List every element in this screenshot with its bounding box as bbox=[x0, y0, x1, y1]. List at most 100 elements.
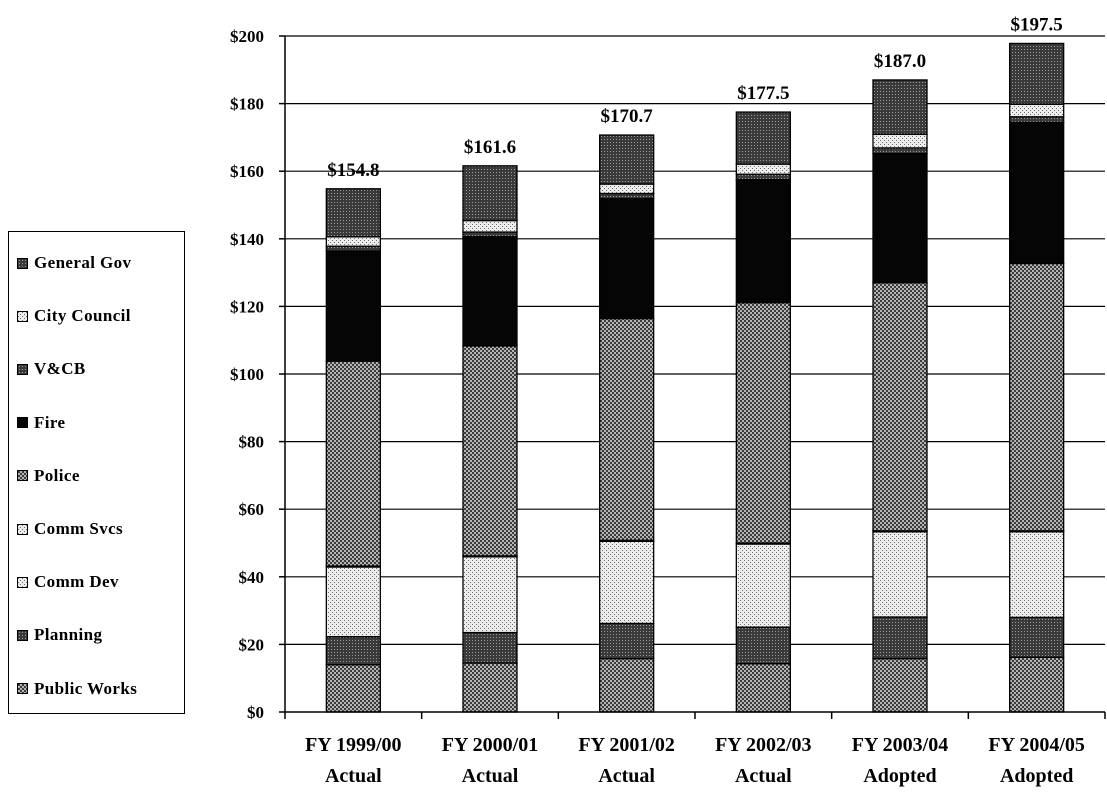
x-category-label: Adopted bbox=[863, 765, 936, 787]
bar-total-label: $161.6 bbox=[464, 137, 516, 158]
legend-label: Planning bbox=[34, 625, 103, 645]
chart-legend: General Gov City Council V&CB Fire Police Com… bbox=[8, 231, 185, 714]
bar-segment-police bbox=[462, 345, 518, 557]
y-tick-label: $160 bbox=[230, 162, 264, 181]
y-tick-label: $100 bbox=[230, 365, 264, 384]
x-category-label: Adopted bbox=[1000, 765, 1073, 787]
bar-segment-planning bbox=[462, 631, 518, 664]
bar-segment-comm-dev bbox=[1009, 531, 1065, 619]
bar-segment-fire bbox=[599, 197, 655, 320]
bar-segment-comm-dev bbox=[735, 543, 791, 628]
x-category-label: FY 2001/02 bbox=[578, 734, 674, 756]
x-category-label: Actual bbox=[325, 765, 382, 787]
bar-segment-city-council bbox=[1009, 103, 1065, 118]
bar-segment-public-works bbox=[325, 664, 381, 713]
gridlines bbox=[285, 35, 1105, 646]
legend-item: V&CB bbox=[17, 359, 86, 379]
y-tick-label: $40 bbox=[239, 568, 265, 587]
legend-swatch bbox=[17, 363, 28, 375]
legend-label: Comm Svcs bbox=[34, 519, 124, 538]
x-category-label: Actual bbox=[735, 765, 792, 787]
legend-label: Fire bbox=[34, 412, 66, 432]
bar-segment-city-council bbox=[599, 183, 655, 195]
bar-segment-general-gov bbox=[462, 165, 518, 222]
bar-segment-fire bbox=[462, 236, 518, 347]
bar-segment-general-gov bbox=[325, 188, 381, 238]
legend-item: Fire bbox=[17, 413, 66, 433]
bar-segment-v-cb bbox=[1009, 116, 1065, 124]
y-tick-label: $80 bbox=[239, 433, 265, 452]
bar-segment-public-works bbox=[1009, 656, 1065, 713]
legend-swatch bbox=[17, 683, 28, 695]
legend-item: Planning bbox=[17, 625, 102, 645]
bar-segment-planning bbox=[1009, 616, 1065, 658]
bar-total-label: $154.8 bbox=[327, 160, 379, 181]
bar-segment-comm-dev bbox=[462, 556, 518, 634]
bar-total-label: $170.7 bbox=[601, 106, 654, 127]
bar-segment-planning bbox=[599, 622, 655, 660]
y-tick-label: $120 bbox=[230, 297, 264, 316]
bar-segment-public-works bbox=[872, 657, 928, 713]
bar-segment-comm-dev bbox=[599, 540, 655, 625]
bar-total-label: $187.0 bbox=[874, 51, 926, 72]
bar-segment-city-council bbox=[872, 133, 928, 149]
x-category-label: FY 2002/03 bbox=[715, 734, 811, 756]
legend-swatch bbox=[17, 523, 28, 535]
bar-segment-police bbox=[325, 360, 381, 567]
legend-swatch bbox=[17, 310, 28, 322]
bar-segment-public-works bbox=[735, 663, 791, 713]
legend-swatch bbox=[17, 629, 28, 641]
bar-segment-police bbox=[735, 302, 791, 544]
legend-label: Police bbox=[34, 465, 80, 485]
legend-item: Comm Svcs bbox=[17, 519, 123, 539]
bar-segment-general-gov bbox=[735, 111, 791, 165]
bar-segment-police bbox=[599, 317, 655, 541]
bar-segment-fire bbox=[1009, 121, 1065, 265]
legend-swatch bbox=[17, 470, 28, 482]
legend-swatch bbox=[17, 417, 28, 429]
axis-labels: $0 $20 $40 $60 $80 $100 $120 $140 $160 $180 $200 $1… bbox=[230, 14, 1085, 787]
legend-item: General Gov bbox=[17, 253, 131, 273]
legend-label: V&CB bbox=[34, 359, 86, 379]
bar-segment-fire bbox=[325, 250, 381, 362]
bar-segment-planning bbox=[325, 635, 381, 666]
bar-segment-v-cb bbox=[325, 245, 381, 252]
bar-segment-v-cb bbox=[599, 192, 655, 200]
x-category-label: FY 2004/05 bbox=[988, 734, 1084, 756]
y-tick-label: $200 bbox=[230, 27, 264, 46]
bar-segment-v-cb bbox=[735, 173, 791, 181]
bar-segment-v-cb bbox=[462, 231, 518, 238]
bar-segment-comm-dev bbox=[872, 531, 928, 618]
bar-segment-fire bbox=[735, 178, 791, 304]
bar-segment-public-works bbox=[462, 662, 518, 713]
y-tick-label: $140 bbox=[230, 230, 264, 249]
x-category-label: FY 2000/01 bbox=[442, 734, 538, 756]
bar-segment-v-cb bbox=[872, 147, 928, 155]
legend-swatch bbox=[17, 257, 28, 269]
y-tick-label: $20 bbox=[239, 635, 265, 654]
bar-stacks bbox=[325, 42, 1065, 713]
bar-segment-city-council bbox=[462, 219, 518, 233]
legend-label: General Gov bbox=[34, 253, 132, 272]
legend-label: Public Works bbox=[34, 678, 138, 698]
y-tick-label: $60 bbox=[239, 500, 265, 519]
x-category-label: FY 1999/00 bbox=[305, 734, 401, 756]
y-tick-label: $180 bbox=[230, 95, 264, 114]
x-category-label: Actual bbox=[462, 765, 519, 787]
bar-segment-general-gov bbox=[599, 134, 655, 185]
bar-total-label: $197.5 bbox=[1011, 14, 1063, 35]
legend-item: City Council bbox=[17, 306, 131, 326]
bar-total-label: $177.5 bbox=[737, 83, 789, 104]
bar-segment-fire bbox=[872, 152, 928, 284]
bar-segment-police bbox=[872, 282, 928, 532]
axes bbox=[279, 35, 1106, 719]
bar-segment-city-council bbox=[325, 236, 381, 247]
legend-label: City Council bbox=[34, 306, 131, 326]
legend-item: Comm Dev bbox=[17, 572, 119, 592]
bar-segment-general-gov bbox=[1009, 42, 1065, 105]
bar-segment-city-council bbox=[735, 163, 791, 175]
legend-label: Comm Dev bbox=[34, 572, 119, 592]
legend-item: Police bbox=[17, 466, 80, 486]
y-tick-label: $0 bbox=[247, 703, 264, 722]
